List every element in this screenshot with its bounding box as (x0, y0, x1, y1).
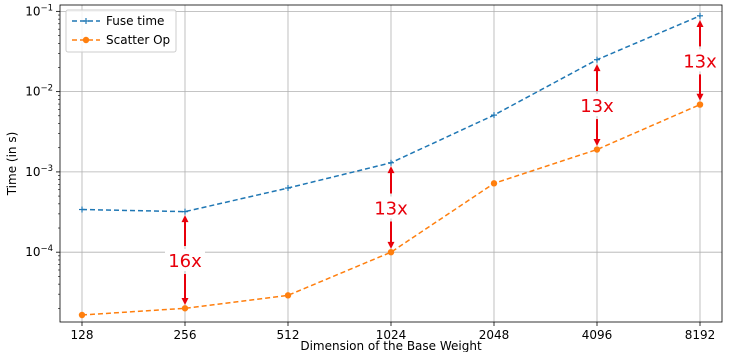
legend-label-fuse: Fuse time (106, 14, 164, 28)
data-point-scatter (490, 180, 498, 187)
x-tick-label: 512 (277, 328, 300, 342)
arrow-head-up (696, 20, 704, 28)
data-point-scatter (593, 146, 601, 153)
speedup-annotation: 16x (165, 215, 205, 305)
y-tick-label: 10−4 (25, 244, 53, 259)
y-tick-label: 10−3 (25, 164, 53, 179)
legend-label-scatter: Scatter Op (106, 33, 170, 47)
x-tick-label: 8192 (685, 328, 716, 342)
arrow-head-down (593, 139, 601, 147)
annotation-label-bg (680, 49, 720, 72)
y-tick-label: 10−1 (25, 3, 53, 18)
annotation-group: 16x 13x 13x 13x (165, 20, 720, 305)
data-point-scatter (78, 311, 86, 319)
y-axis-label: Time (in s) (5, 132, 19, 197)
data-point-scatter (284, 292, 292, 299)
arrow-head-down (387, 241, 395, 249)
arrow-head-down (696, 93, 704, 101)
x-tick-label: 256 (174, 328, 197, 342)
annotation-label-bg (371, 196, 411, 219)
annotation-label-bg (165, 249, 205, 272)
series-group (78, 12, 704, 319)
legend-marker-scatter (82, 36, 90, 44)
data-point-fuse (491, 112, 497, 119)
data-point-fuse (79, 206, 85, 213)
data-point-fuse (388, 159, 394, 166)
annotation-label: 13x (580, 96, 614, 117)
annotation-label: 16x (168, 251, 202, 272)
legend: Fuse time Scatter Op (65, 9, 177, 53)
data-point-fuse (182, 208, 188, 215)
data-point-fuse (285, 185, 291, 192)
x-tick-label: 2048 (479, 328, 510, 342)
annotation-label: 13x (683, 51, 717, 72)
x-axis-label: Dimension of the Base Weight (300, 339, 482, 352)
arrow-head-up (593, 64, 601, 72)
speedup-annotation: 13x (371, 166, 411, 249)
axes: 128 256 512 1024 2048 4096 8192 10−4 10−3 10−2 10−… (25, 3, 715, 342)
arrow-head-down (181, 297, 189, 305)
speedup-annotation: 13x (577, 64, 617, 147)
speedup-annotation: 13x (680, 20, 720, 101)
data-point-fuse (697, 12, 703, 19)
x-tick-label: 128 (71, 328, 94, 342)
annotation-label: 13x (374, 199, 408, 220)
arrow-head-up (181, 215, 189, 223)
legend-marker-fuse (83, 18, 89, 24)
data-point-fuse (594, 56, 600, 63)
data-point-scatter (181, 305, 189, 312)
y-tick-label: 10−2 (25, 84, 53, 99)
x-tick-label: 4096 (582, 328, 613, 342)
data-point-scatter (387, 248, 395, 256)
legend-box (65, 9, 177, 53)
arrow-head-up (387, 166, 395, 174)
data-point-scatter (696, 101, 704, 108)
x-tick-label: 1024 (376, 328, 407, 342)
annotation-label-bg (577, 94, 617, 117)
